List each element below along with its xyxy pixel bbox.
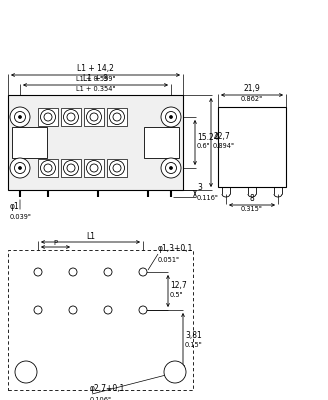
Circle shape <box>90 164 98 172</box>
Text: L1: L1 <box>86 232 95 241</box>
Text: 0.315": 0.315" <box>241 206 263 212</box>
Text: 12,7: 12,7 <box>170 281 187 290</box>
Circle shape <box>67 113 75 121</box>
Text: 21,9: 21,9 <box>244 84 260 93</box>
Text: 0.106": 0.106" <box>90 397 112 400</box>
Text: L1 + 0.559": L1 + 0.559" <box>76 76 115 82</box>
Circle shape <box>69 268 77 276</box>
Circle shape <box>166 162 176 174</box>
Circle shape <box>113 164 121 172</box>
Bar <box>84 108 104 126</box>
Circle shape <box>10 107 30 127</box>
Circle shape <box>44 113 52 121</box>
Circle shape <box>110 110 125 124</box>
Circle shape <box>44 164 52 172</box>
Bar <box>8 95 183 190</box>
Circle shape <box>110 160 125 176</box>
Text: 8: 8 <box>250 194 255 203</box>
Text: 0.051": 0.051" <box>158 257 180 263</box>
Circle shape <box>139 268 147 276</box>
Circle shape <box>161 158 181 178</box>
Circle shape <box>170 166 173 170</box>
Text: P: P <box>53 240 57 246</box>
Circle shape <box>104 306 112 314</box>
Bar <box>38 108 58 126</box>
Text: 0.5": 0.5" <box>170 292 184 298</box>
Circle shape <box>15 361 37 383</box>
Circle shape <box>67 164 75 172</box>
Circle shape <box>69 306 77 314</box>
Circle shape <box>139 306 147 314</box>
Text: 3: 3 <box>197 184 202 192</box>
Text: 0.039": 0.039" <box>10 214 32 220</box>
Bar <box>12 127 47 158</box>
Bar <box>8 250 193 390</box>
Bar <box>218 107 286 187</box>
Circle shape <box>14 112 26 122</box>
Text: L1 + 0.354": L1 + 0.354" <box>76 86 115 92</box>
Bar <box>107 108 127 126</box>
Circle shape <box>14 162 26 174</box>
Circle shape <box>40 160 55 176</box>
Circle shape <box>34 306 42 314</box>
Text: 0.116": 0.116" <box>197 194 219 200</box>
Circle shape <box>87 160 101 176</box>
Circle shape <box>90 113 98 121</box>
Circle shape <box>34 268 42 276</box>
Circle shape <box>166 112 176 122</box>
Text: 15.24: 15.24 <box>197 132 219 142</box>
Bar <box>38 159 58 177</box>
Circle shape <box>10 158 30 178</box>
Circle shape <box>170 116 173 118</box>
Text: φ1: φ1 <box>10 202 20 211</box>
Bar <box>61 159 81 177</box>
Text: L1 + 14,2: L1 + 14,2 <box>77 64 114 73</box>
Circle shape <box>18 116 22 118</box>
Text: 0.15": 0.15" <box>185 342 203 348</box>
Text: 0.6": 0.6" <box>197 144 211 150</box>
Circle shape <box>64 160 78 176</box>
Text: φ1,3+0,1: φ1,3+0,1 <box>158 244 194 253</box>
Text: φ2,7+0,1: φ2,7+0,1 <box>90 384 125 393</box>
Circle shape <box>64 110 78 124</box>
Bar <box>107 159 127 177</box>
Circle shape <box>104 268 112 276</box>
Bar <box>61 108 81 126</box>
Text: 0.862": 0.862" <box>241 96 263 102</box>
Text: 22,7: 22,7 <box>213 132 230 142</box>
Circle shape <box>161 107 181 127</box>
Bar <box>84 159 104 177</box>
Text: L1 + 9: L1 + 9 <box>83 74 108 83</box>
Text: 0.894": 0.894" <box>213 144 235 150</box>
Circle shape <box>113 113 121 121</box>
Bar <box>144 127 179 158</box>
Circle shape <box>87 110 101 124</box>
Circle shape <box>40 110 55 124</box>
Circle shape <box>18 166 22 170</box>
Circle shape <box>164 361 186 383</box>
Text: 3,81: 3,81 <box>185 331 202 340</box>
